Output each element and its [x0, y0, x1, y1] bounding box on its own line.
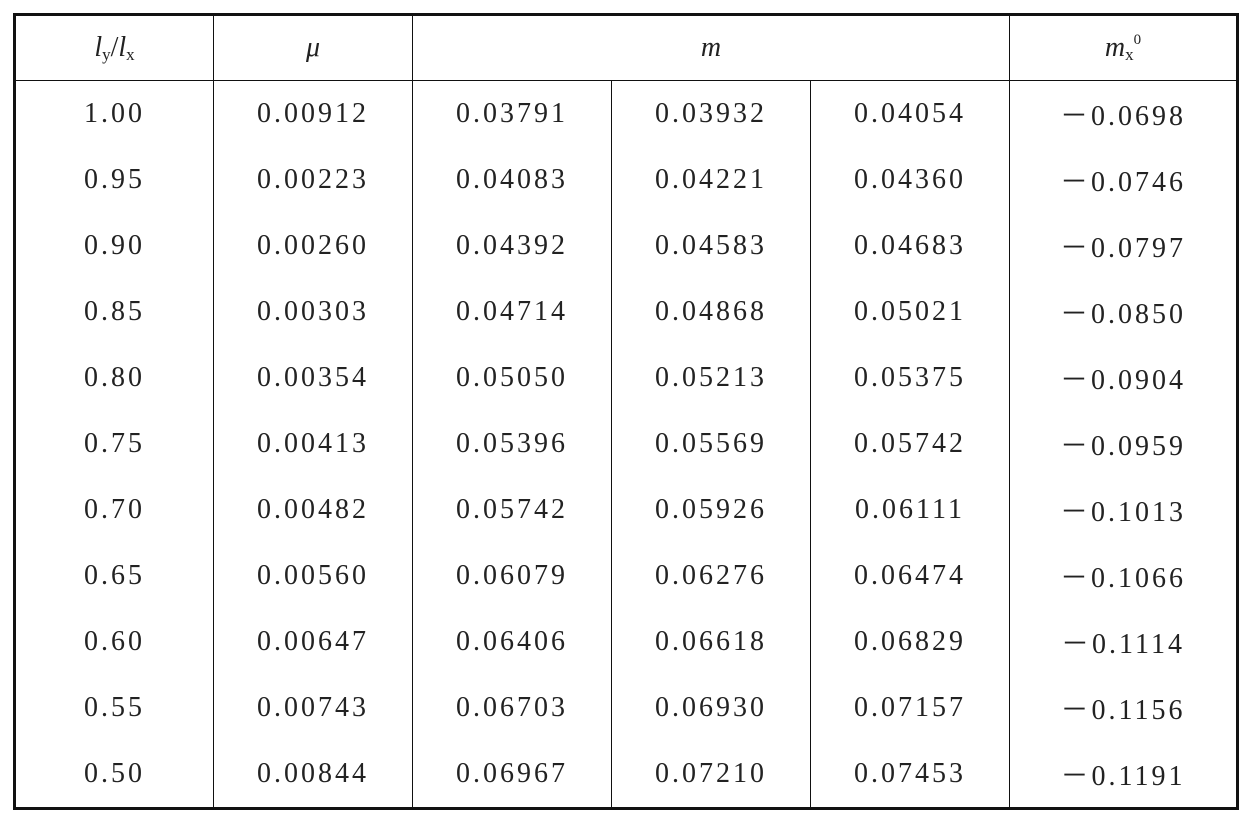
table-cell: 0.06930	[611, 675, 811, 741]
table-row: 1.00 0.00912 0.03791 0.03932 0.04054 －0.0698	[14, 80, 1238, 147]
table-cell: 0.05050	[412, 345, 612, 411]
header-symbol: l	[94, 31, 103, 63]
table-cell: 0.00354	[213, 345, 413, 411]
table-cell: 0.07453	[810, 741, 1010, 809]
table-cell: 0.00743	[213, 675, 413, 741]
table-cell: －0.1156	[1009, 675, 1238, 741]
table-cell: 0.05213	[611, 345, 811, 411]
table-row: 0.75 0.00413 0.05396 0.05569 0.05742 －0.0959	[14, 411, 1238, 477]
table-row: 0.95 0.00223 0.04083 0.04221 0.04360 －0.0746	[14, 147, 1238, 213]
table-cell: 0.04054	[810, 80, 1010, 147]
header-subscript: y	[102, 44, 111, 64]
table-cell: 0.07157	[810, 675, 1010, 741]
table-cell: 0.70	[14, 477, 214, 543]
table-row: 0.85 0.00303 0.04714 0.04868 0.05021 －0.0850	[14, 279, 1238, 345]
table-cell: 0.06829	[810, 609, 1010, 675]
table-row: 0.80 0.00354 0.05050 0.05213 0.05375 －0.0904	[14, 345, 1238, 411]
header-cell: μ	[213, 14, 413, 81]
table-row: 0.70 0.00482 0.05742 0.05926 0.06111 －0.1013	[14, 477, 1238, 543]
data-table: ly/lx μ m mx0 1.00 0.00912 0.03791 0.03932 0.04…	[13, 13, 1239, 810]
table-cell: 0.05375	[810, 345, 1010, 411]
header-cell: ly/lx	[14, 14, 214, 81]
table-cell: －0.0904	[1009, 345, 1238, 411]
table-cell: －0.1066	[1009, 543, 1238, 609]
header-symbol: /	[110, 31, 119, 63]
table-row: 0.50 0.00844 0.06967 0.07210 0.07453 －0.1191	[14, 741, 1238, 809]
header-cell: m	[412, 14, 1010, 81]
table-cell: 0.00303	[213, 279, 413, 345]
table-cell: 0.04583	[611, 213, 811, 279]
table-cell: 0.06406	[412, 609, 612, 675]
table-cell: 0.05742	[810, 411, 1010, 477]
table-cell: 0.07210	[611, 741, 811, 809]
table-cell: 0.00844	[213, 741, 413, 809]
table-cell: 0.65	[14, 543, 214, 609]
table-cell: 0.04360	[810, 147, 1010, 213]
table-row: 0.65 0.00560 0.06079 0.06276 0.06474 －0.1066	[14, 543, 1238, 609]
table-cell: 0.05396	[412, 411, 612, 477]
table-cell: 0.04221	[611, 147, 811, 213]
table-cell: 0.75	[14, 411, 214, 477]
table-row: 0.55 0.00743 0.06703 0.06930 0.07157 －0.1156	[14, 675, 1238, 741]
table-cell: 0.85	[14, 279, 214, 345]
table-cell: 0.00647	[213, 609, 413, 675]
table-row: 0.60 0.00647 0.06406 0.06618 0.06829 －0.1114	[14, 609, 1238, 675]
table-cell: －0.0959	[1009, 411, 1238, 477]
table-cell: 0.06079	[412, 543, 612, 609]
table-cell: 0.60	[14, 609, 214, 675]
table-cell: 0.04683	[810, 213, 1010, 279]
header-cell: mx0	[1009, 14, 1238, 81]
header-symbol: l	[118, 31, 127, 63]
table-cell: 0.04714	[412, 279, 612, 345]
table-cell: 0.06967	[412, 741, 612, 809]
table-cell: －0.0797	[1009, 213, 1238, 279]
table-cell: －0.0850	[1009, 279, 1238, 345]
table-cell: 0.04868	[611, 279, 811, 345]
table-cell: 0.05926	[611, 477, 811, 543]
table-cell: 0.00912	[213, 80, 413, 147]
table-cell: －0.0746	[1009, 147, 1238, 213]
table-cell: 0.00223	[213, 147, 413, 213]
header-symbol: m	[1104, 31, 1126, 63]
table-cell: 0.06618	[611, 609, 811, 675]
table-cell: 0.05569	[611, 411, 811, 477]
table-cell: 0.03932	[611, 80, 811, 147]
table-cell: 0.80	[14, 345, 214, 411]
table-cell: 0.05742	[412, 477, 612, 543]
table-cell: 0.06111	[810, 477, 1010, 543]
table-cell: 0.06474	[810, 543, 1010, 609]
table-cell: 0.03791	[412, 80, 612, 147]
table-cell: 0.06276	[611, 543, 811, 609]
table-cell: 1.00	[14, 80, 214, 147]
table-cell: 0.05021	[810, 279, 1010, 345]
table-cell: 0.55	[14, 675, 214, 741]
table-cell: －0.1013	[1009, 477, 1238, 543]
table-cell: 0.06703	[412, 675, 612, 741]
header-symbol: μ	[305, 32, 321, 63]
header-subscript: x	[126, 44, 135, 64]
header-superscript: 0	[1133, 31, 1142, 48]
table-cell: 0.04083	[412, 147, 612, 213]
table-cell: 0.00260	[213, 213, 413, 279]
table-cell: 0.00560	[213, 543, 413, 609]
table-cell: 0.95	[14, 147, 214, 213]
table-cell: 0.90	[14, 213, 214, 279]
table-cell: 0.04392	[412, 213, 612, 279]
table-cell: －0.1191	[1009, 741, 1238, 809]
header-symbol: m	[700, 32, 722, 63]
table-body: 1.00 0.00912 0.03791 0.03932 0.04054 －0.0698 0…	[14, 80, 1238, 809]
table-cell: 0.50	[14, 741, 214, 809]
header-row: ly/lx μ m mx0	[14, 14, 1238, 81]
table-row: 0.90 0.00260 0.04392 0.04583 0.04683 －0.0797	[14, 213, 1238, 279]
table-cell: －0.1114	[1009, 609, 1238, 675]
header-subscript: x	[1125, 44, 1134, 64]
table-cell: 0.00413	[213, 411, 413, 477]
table-cell: 0.00482	[213, 477, 413, 543]
table-cell: －0.0698	[1009, 80, 1238, 147]
